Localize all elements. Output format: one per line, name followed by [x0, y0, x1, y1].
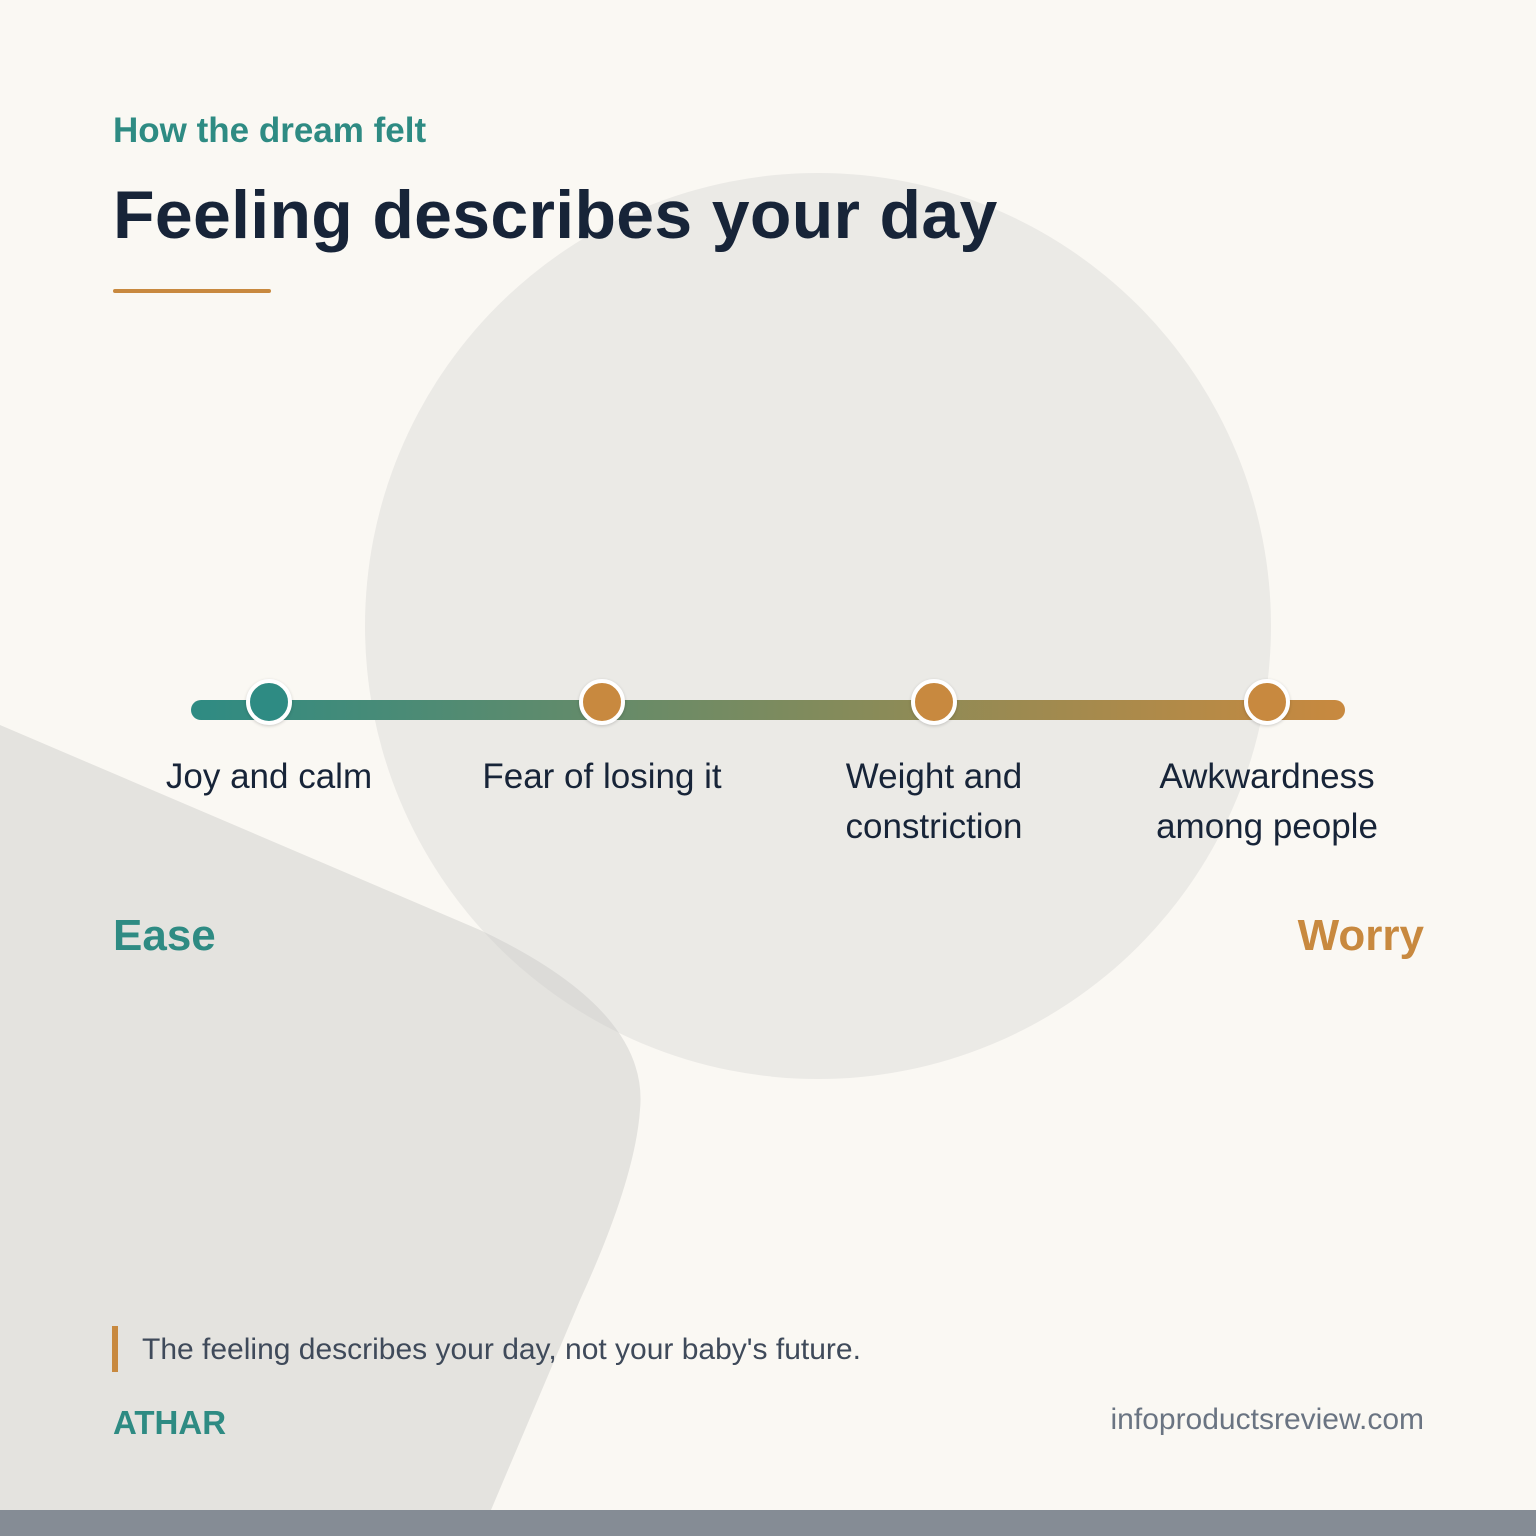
- bottom-bar: [0, 1510, 1536, 1536]
- scale-node-weight-and-constriction: [911, 679, 957, 725]
- scale-label-joy-and-calm: Joy and calm: [165, 757, 373, 796]
- site-url: infoproductsreview.com: [1110, 1403, 1424, 1436]
- scale-label-fear-of-losing-it: Fear of losing it: [482, 757, 722, 796]
- scale-node-joy-and-calm: [246, 679, 292, 725]
- scale-label-awkwardness-among-people: Awkwardness among people: [1156, 757, 1378, 846]
- scale-end-label: Worry: [1297, 911, 1424, 960]
- brand-logo: ATHAR: [113, 1404, 227, 1441]
- quote-accent-bar: [112, 1326, 118, 1372]
- scale-start-label: Ease: [113, 911, 216, 960]
- scale-node-awkwardness-among-people: [1244, 679, 1290, 725]
- footer-quote: The feeling describes your day, not your…: [142, 1333, 861, 1366]
- background-blob: [0, 725, 641, 1536]
- title-underline: [113, 289, 271, 293]
- page-title: Feeling describes your day: [113, 177, 998, 253]
- feeling-scale-track: [191, 700, 1345, 720]
- scale-node-fear-of-losing-it: [579, 679, 625, 725]
- background-circle: [365, 173, 1271, 1079]
- scale-label-weight-and-constriction: Weight and constriction: [845, 757, 1023, 846]
- eyebrow: How the dream felt: [113, 111, 427, 150]
